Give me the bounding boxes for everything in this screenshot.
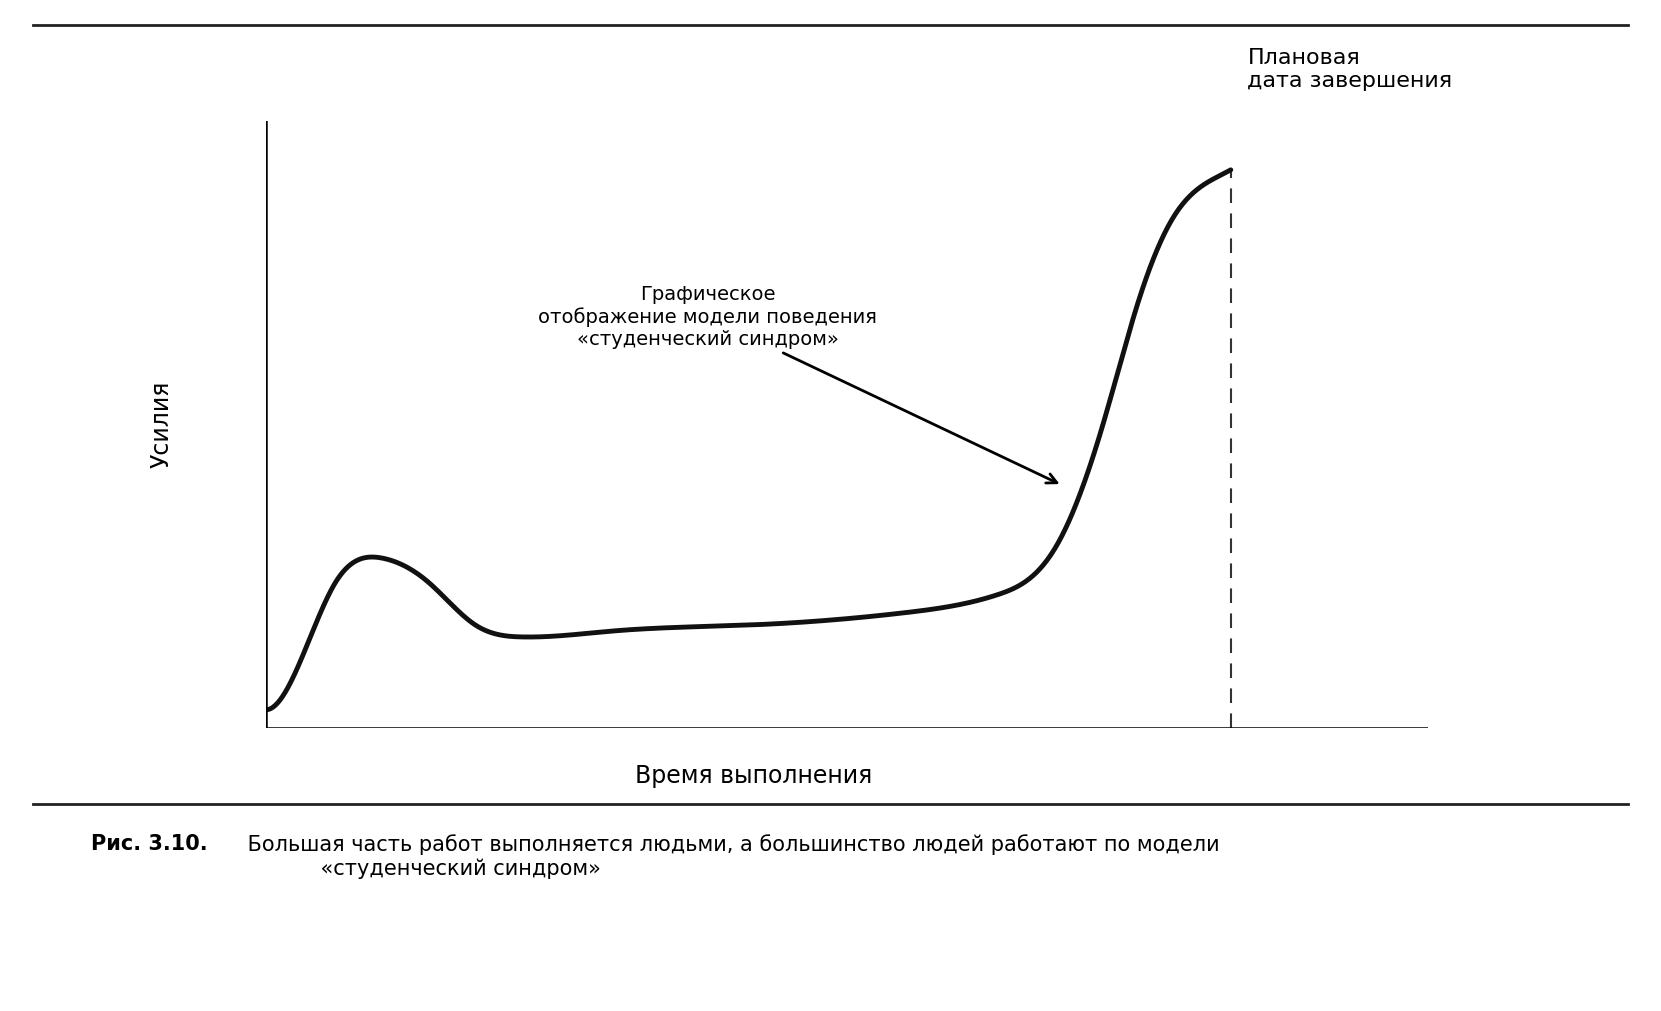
Text: Рис. 3.10.: Рис. 3.10. bbox=[91, 834, 208, 854]
Text: Большая часть работ выполняется людьми, а большинство людей работают по модели
 : Большая часть работ выполняется людьми, … bbox=[241, 834, 1219, 879]
Text: Время выполнения: Время выполнения bbox=[636, 764, 872, 789]
Text: Графическое
отображение модели поведения
«студенческий синдром»: Графическое отображение модели поведения… bbox=[538, 285, 1056, 483]
Text: Плановая
дата завершения: Плановая дата завершения bbox=[1247, 48, 1452, 91]
Text: Усилия: Усилия bbox=[149, 381, 173, 468]
